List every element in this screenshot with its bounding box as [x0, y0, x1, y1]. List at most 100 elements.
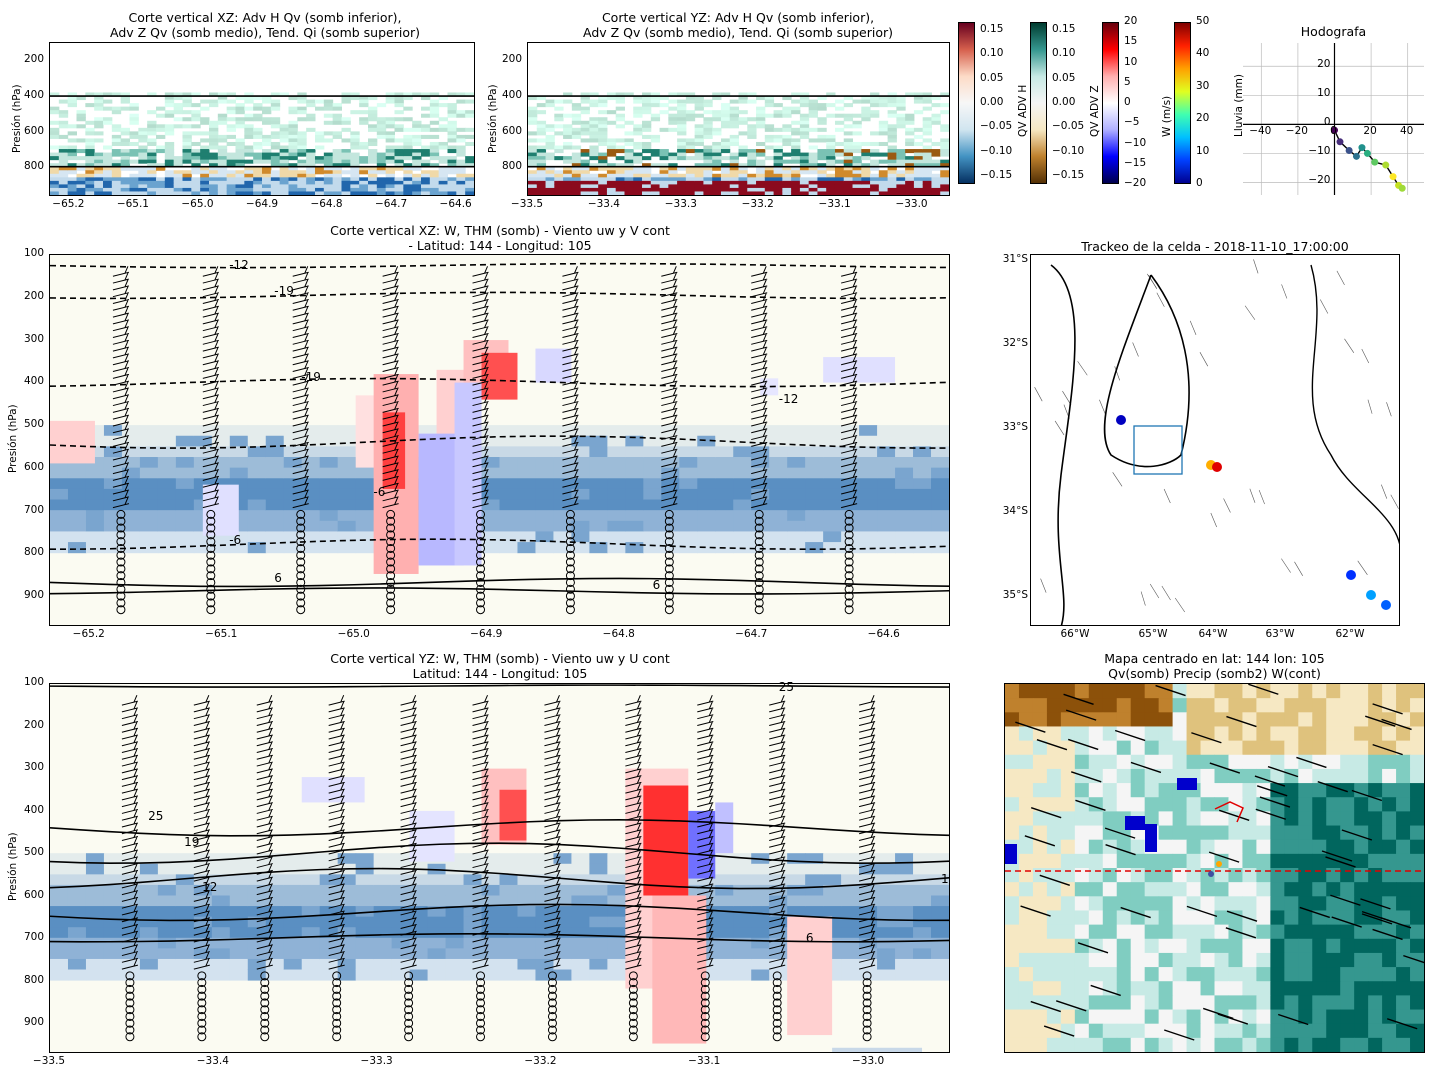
streamline [1358, 561, 1368, 575]
colorbar-tick: 0 [1124, 96, 1131, 108]
colorbar-tick: −10 [1124, 137, 1146, 149]
contour-label: 6 [806, 931, 814, 945]
streamline [1224, 499, 1231, 513]
wind-barb [769, 695, 785, 705]
panel-xz-main-axes [49, 254, 950, 626]
xtick-label: −64.8 [589, 628, 649, 640]
streamline [1368, 400, 1372, 414]
precip-patch [1145, 824, 1157, 852]
hodograph-ytick: 10 [1271, 87, 1331, 99]
colorbar-tick: 0.15 [980, 23, 1003, 35]
streamline [1162, 586, 1171, 600]
ytick-label: 600 [0, 125, 44, 137]
colorbar-label: QV ADV H [1017, 67, 1029, 137]
streamline [1099, 400, 1105, 414]
colorbar-tick: 0.00 [1052, 96, 1075, 108]
xtick-label: −65.1 [103, 198, 163, 210]
coastline [1051, 265, 1189, 626]
xtick-label: −33.2 [510, 1055, 570, 1067]
xtick-label: −33.3 [347, 1055, 407, 1067]
hodograph-point [1382, 162, 1389, 169]
hodograph-ytick: −10 [1271, 145, 1331, 157]
hodograph-point [1371, 159, 1378, 166]
streamline [1282, 284, 1287, 298]
wind-barb [383, 266, 399, 276]
colorbar-tick: −0.10 [980, 145, 1012, 157]
wind-barb [401, 695, 417, 705]
contour-label: 6 [274, 571, 282, 585]
streamline [1041, 579, 1047, 593]
streamline [1035, 387, 1043, 401]
lat-label: 33°S [968, 421, 1028, 433]
colorbar-tick: 0.15 [1052, 23, 1075, 35]
streamline [1055, 421, 1064, 435]
contour-line [50, 292, 949, 298]
panel-yz-adv-title: Corte vertical YZ: Adv H Qv (somb inferi… [528, 10, 948, 40]
wind-barb [697, 695, 713, 705]
wind-barb [544, 695, 560, 705]
xtick-label: −33.1 [805, 198, 865, 210]
xtick-label: −64.6 [426, 198, 486, 210]
adv-heatmap [528, 43, 949, 195]
colorbar-tick: 10 [1124, 56, 1137, 68]
ytick-label: 300 [0, 761, 44, 773]
contour-line [50, 578, 949, 586]
wind-barb [122, 695, 138, 705]
colorbar-tick: −0.15 [980, 169, 1012, 181]
w-patch [50, 421, 95, 464]
streamline [1133, 343, 1139, 357]
streamline [1245, 306, 1255, 320]
xtick-label: −33.5 [19, 1055, 79, 1067]
contour-line [50, 685, 949, 687]
precip-patch [1125, 816, 1145, 830]
streamline [1259, 490, 1264, 504]
ytick-label: 300 [0, 333, 44, 345]
xtick-label: −33.5 [497, 198, 557, 210]
wind-barb [194, 695, 210, 705]
qv-map [1005, 684, 1424, 1052]
contour-label: 12 [202, 880, 217, 894]
xtick-label: −64.8 [297, 198, 357, 210]
precip-cell [1116, 415, 1126, 425]
panel-track-title: Trackeo de la celda - 2018-11-10_17:00:0… [1030, 239, 1400, 254]
colorbar-tick: 20 [1196, 112, 1209, 124]
w-patch [643, 786, 688, 896]
contour-label: 25 [779, 680, 794, 694]
hodograph-xtick: 40 [1377, 125, 1437, 137]
colorbar-tick: 0.05 [1052, 72, 1075, 84]
center-marker [1208, 871, 1214, 877]
streamline [1362, 349, 1369, 363]
panel-map-title: Mapa centrado en lat: 144 lon: 105 Qv(so… [1004, 651, 1425, 681]
xtick-label: −65.2 [38, 198, 98, 210]
xtick-label: −64.6 [854, 628, 914, 640]
streamline [1250, 489, 1255, 503]
xtick-label: −33.0 [882, 198, 942, 210]
wind-barb [841, 266, 857, 276]
xtick-label: −65.0 [324, 628, 384, 640]
streamline [1164, 489, 1170, 503]
contour-label: 1 [941, 872, 949, 886]
streamline [1381, 485, 1387, 499]
colorbar-tick: 0.10 [1052, 47, 1075, 59]
colorbar-qv-adv-z [1030, 22, 1047, 184]
contour-label: 6 [653, 578, 661, 592]
streamline [1150, 584, 1159, 598]
ytick-label: 800 [0, 974, 44, 986]
panel-yz-main-axes [49, 683, 950, 1053]
streamline [1211, 513, 1217, 527]
streamline [1391, 495, 1399, 509]
streamline [1253, 259, 1258, 273]
ytick-label: 400 [0, 89, 44, 101]
streamline [1113, 472, 1122, 486]
colorbar-tick: 50 [1196, 15, 1209, 27]
ytick-label: 500 [0, 418, 44, 430]
colorbar-tick: −5 [1124, 116, 1139, 128]
xtick-label: −33.4 [574, 198, 634, 210]
streamline [1190, 321, 1196, 335]
ytick-label: 400 [0, 804, 44, 816]
streamline [1078, 361, 1088, 375]
lon-label: 66°W [1045, 628, 1105, 640]
ytick-label: 700 [0, 504, 44, 516]
xtick-label: −65.0 [167, 198, 227, 210]
xtick-label: −33.3 [651, 198, 711, 210]
